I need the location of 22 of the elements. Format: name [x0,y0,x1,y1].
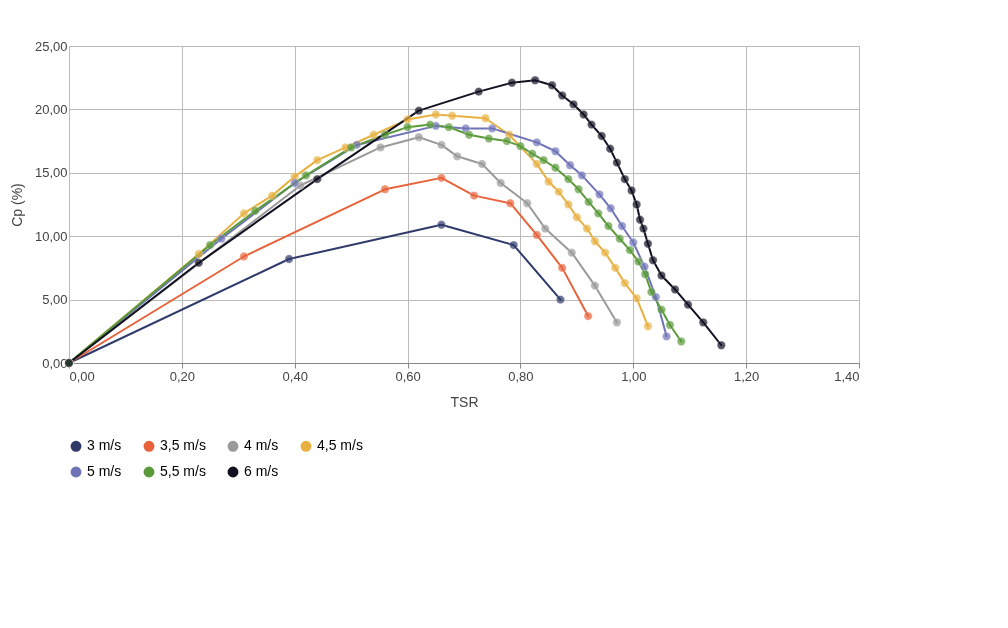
x-tick-label: 1,00 [621,368,647,384]
y-axis-title: Cp (%) [8,183,25,227]
y-tick-label: 20,00 [34,101,68,117]
legend-label: 3,5 m/s [160,437,206,454]
x-tick-label: 0,00 [69,368,95,384]
legend-label: 3 m/s [87,437,122,454]
legend-label: 5 m/s [87,463,122,479]
x-tick-label: 1,20 [733,368,760,384]
legend-label: 4,5 m/s [317,437,363,454]
y-tick-label: 25,00 [34,38,68,54]
x-tick-label: 1,40 [834,368,860,384]
x-tick-label: 0,80 [508,368,534,384]
y-tick-label: 5,00 [42,292,68,308]
legend-label: 6 m/s [244,463,279,479]
y-tick-label: 10,00 [34,228,68,244]
x-axis-title: TSR [450,393,479,410]
x-tick-label: 0,60 [395,368,421,384]
legend-label: 4 m/s [244,437,279,454]
x-tick-label: 0,40 [282,368,308,384]
x-tick-label: 0,20 [169,368,196,384]
legend-label: 5,5 m/s [160,463,206,479]
y-tick-label: 15,00 [34,165,68,181]
